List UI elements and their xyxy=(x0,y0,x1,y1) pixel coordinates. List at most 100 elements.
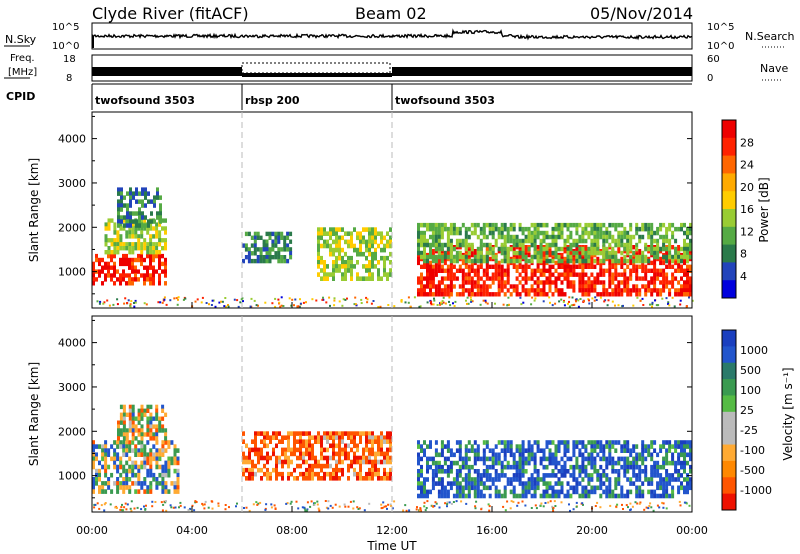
power-cell xyxy=(359,239,362,245)
power-cell xyxy=(641,226,645,232)
power-cell xyxy=(431,258,435,264)
power-speckle xyxy=(116,303,119,306)
velocity-cell xyxy=(134,489,138,494)
velocity-cell xyxy=(563,464,567,470)
power-cell xyxy=(653,260,657,266)
velocity-cell xyxy=(494,460,498,466)
velocity-cell xyxy=(458,489,462,495)
velocity-cell xyxy=(356,443,359,449)
power-cell xyxy=(512,250,516,256)
velocity-cell xyxy=(614,481,618,486)
velocity-cell xyxy=(443,485,447,491)
velocity-cell xyxy=(248,459,251,465)
velocity-speckle xyxy=(402,509,405,512)
velocity-cell xyxy=(467,469,471,474)
power-cell xyxy=(434,242,438,248)
velocity-cell xyxy=(473,460,477,466)
velocity-cell xyxy=(368,447,371,453)
velocity-speckle xyxy=(248,509,251,512)
power-cell xyxy=(371,255,374,261)
power-cell xyxy=(153,203,156,208)
power-cell xyxy=(368,227,371,232)
power-cell xyxy=(677,268,681,273)
power-cell xyxy=(671,284,675,289)
velocity-cell xyxy=(629,460,633,466)
velocity-cell xyxy=(251,447,254,453)
velocity-cell xyxy=(260,467,263,473)
power-cell xyxy=(542,256,546,262)
velocity-cell xyxy=(557,477,561,482)
velocity-cell xyxy=(542,473,546,478)
velocity-cell xyxy=(116,477,120,482)
power-cell xyxy=(104,234,108,239)
velocity-cell xyxy=(383,455,386,461)
velocity-speckle xyxy=(435,502,438,505)
power-cell xyxy=(539,254,543,260)
velocity-cell xyxy=(308,476,311,481)
velocity-cell xyxy=(113,452,117,457)
velocity-cell xyxy=(245,455,248,461)
velocity-cell xyxy=(536,477,540,482)
velocity-cell xyxy=(426,493,429,499)
velocity-cell xyxy=(629,481,633,486)
power-cell xyxy=(95,253,98,259)
power-cell xyxy=(548,258,552,264)
power-cell xyxy=(350,260,353,265)
velocity-cell xyxy=(287,463,290,469)
power-cell xyxy=(530,276,534,281)
velocity-speckle xyxy=(313,504,316,506)
power-cell xyxy=(581,292,585,297)
velocity-cell xyxy=(254,435,257,440)
velocity-cell xyxy=(95,444,98,449)
power-cell xyxy=(389,268,392,273)
velocity-cell xyxy=(518,481,522,486)
power-cell xyxy=(146,269,149,274)
power-cell xyxy=(512,222,516,228)
velocity-cell xyxy=(417,477,420,482)
power-cell xyxy=(569,284,573,289)
velocity-cell xyxy=(602,469,606,474)
power-cell xyxy=(689,276,692,281)
velocity-cell xyxy=(668,473,672,478)
velocity-cell xyxy=(650,444,654,449)
power-speckle xyxy=(562,300,565,303)
velocity-cell xyxy=(420,456,423,462)
power-cell xyxy=(335,260,338,265)
power-cell xyxy=(482,242,486,248)
power-speckle xyxy=(579,298,582,300)
power-cell xyxy=(545,258,549,264)
power-cell xyxy=(429,280,432,285)
velocity-cell xyxy=(389,455,392,461)
velocity-cell xyxy=(560,473,564,478)
velocity-cell xyxy=(518,464,522,470)
power-cell xyxy=(362,239,365,245)
power-cell xyxy=(353,247,356,253)
velocity-cell xyxy=(635,489,639,495)
velocity-cell xyxy=(368,467,371,473)
power-cell xyxy=(497,260,501,266)
velocity-cell xyxy=(656,485,660,491)
power-cell xyxy=(467,234,471,240)
power-cell xyxy=(377,231,380,236)
velocity-cell xyxy=(614,440,618,445)
power-speckle xyxy=(466,302,468,305)
power-cell xyxy=(449,230,453,236)
power-cell xyxy=(665,230,669,236)
power-cell xyxy=(437,246,441,252)
velocity-cell xyxy=(122,428,126,433)
power-cell xyxy=(653,246,657,252)
velocity-speckle xyxy=(683,501,686,504)
power-cell xyxy=(488,222,492,228)
velocity-cell xyxy=(431,485,435,491)
velocity-cell xyxy=(426,444,429,449)
velocity-cell xyxy=(473,493,477,499)
velocity-cell xyxy=(593,444,597,449)
power-cell xyxy=(371,227,374,232)
velocity-cell xyxy=(500,469,504,474)
power-cell xyxy=(420,234,423,240)
power-cell xyxy=(587,234,591,240)
velocity-cell xyxy=(143,489,147,494)
velocity-cell xyxy=(521,493,525,499)
velocity-speckle xyxy=(679,504,682,507)
power-cell xyxy=(602,288,606,293)
